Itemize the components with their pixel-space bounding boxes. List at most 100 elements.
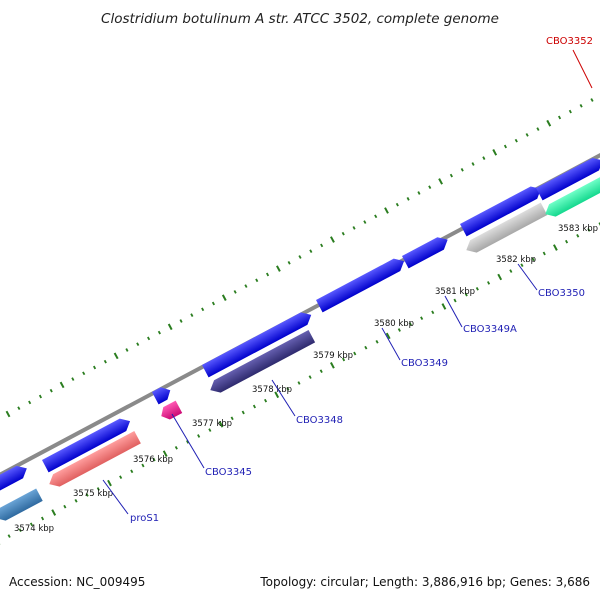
inner-tick-45 xyxy=(497,273,503,281)
feature-cds-5[interactable] xyxy=(316,255,407,313)
feature-magenta[interactable] xyxy=(158,400,183,423)
outer-tick-38 xyxy=(417,191,421,195)
leader-cbo3349a xyxy=(444,295,463,328)
inner-tick-44 xyxy=(487,281,491,285)
inner-tick-19 xyxy=(208,428,212,432)
inner-tick-26 xyxy=(286,387,290,391)
inner-tick-1 xyxy=(7,534,11,538)
inner-tick-3 xyxy=(29,522,33,527)
outer-tick-33 xyxy=(363,220,367,224)
inner-tick-39 xyxy=(431,310,435,315)
outer-tick-39 xyxy=(428,185,432,190)
inner-tick-49 xyxy=(542,251,546,256)
feature-aqua[interactable] xyxy=(542,175,600,220)
outer-tick-3 xyxy=(38,394,42,399)
inner-tick-42 xyxy=(464,292,468,297)
gene-label-cbo3350[interactable]: CBO3350 xyxy=(538,288,585,299)
feature-cds-2[interactable] xyxy=(42,415,133,473)
leader-cbo3349 xyxy=(381,327,401,361)
gene-labels: proS1 CBO3345 CBO3348 CBO3349 CBO3349A C… xyxy=(130,36,593,524)
outer-tick-15 xyxy=(167,323,173,331)
outer-tick-8 xyxy=(93,365,97,370)
inner-tick-46 xyxy=(509,269,513,273)
inner-tick-4 xyxy=(41,516,45,521)
feature-gray-cbo3350[interactable] xyxy=(463,202,548,257)
inner-tick-16 xyxy=(174,445,178,450)
feature-cds-3[interactable] xyxy=(152,384,174,405)
leader-cbo3348 xyxy=(271,379,296,417)
gene-label-cbo3348[interactable]: CBO3348 xyxy=(296,415,343,426)
kbp-label-3580: 3580 kbp xyxy=(374,319,414,329)
gene-label-cbo3349[interactable]: CBO3349 xyxy=(401,358,448,369)
outer-tick-37 xyxy=(406,196,410,201)
outer-tick-14 xyxy=(157,330,161,335)
gene-leaders xyxy=(102,49,593,515)
gene-label-pros1[interactable]: proS1 xyxy=(130,513,159,524)
outer-tick-4 xyxy=(49,388,53,393)
inner-tick-51 xyxy=(565,239,569,244)
inner-tick-13 xyxy=(141,463,145,468)
outer-tick-6 xyxy=(71,377,75,381)
outer-tick-19 xyxy=(211,301,215,306)
inner-tick-18 xyxy=(197,434,201,438)
feature-cds-8[interactable] xyxy=(536,154,600,201)
outer-tick-9 xyxy=(103,359,107,364)
kbp-label-3577: 3577 kbp xyxy=(192,419,232,429)
inner-tick-22 xyxy=(241,410,245,415)
kbp-label-3574: 3574 kbp xyxy=(14,524,54,534)
outer-tick-1 xyxy=(17,406,21,411)
outer-tick-48 xyxy=(525,133,529,137)
feature-salmon-pros1[interactable] xyxy=(46,431,141,490)
inner-tick-25 xyxy=(274,391,280,399)
outer-tick-44 xyxy=(482,156,486,161)
inner-tick-37 xyxy=(408,322,412,326)
inner-tick-ring xyxy=(0,222,600,545)
inner-tick-50 xyxy=(553,244,558,251)
outer-tick-45 xyxy=(492,149,498,156)
feature-track xyxy=(0,154,600,525)
feature-steelblue[interactable] xyxy=(0,488,43,525)
outer-tick-42 xyxy=(460,167,464,172)
inner-tick-20 xyxy=(218,420,224,428)
outer-tick-47 xyxy=(514,138,518,143)
inner-tick-21 xyxy=(230,416,234,421)
feature-cds-1[interactable] xyxy=(0,462,30,493)
inner-tick-8 xyxy=(85,493,89,497)
inner-tick-28 xyxy=(308,375,312,379)
outer-tick-11 xyxy=(125,348,129,352)
inner-tick-48 xyxy=(531,257,535,262)
inner-tick-53 xyxy=(587,228,591,232)
feature-cds-6[interactable] xyxy=(402,233,451,269)
inner-tick-11 xyxy=(119,475,123,480)
outer-tick-40 xyxy=(438,178,443,185)
map-title: Clostridium botulinum A str. ATCC 3502, … xyxy=(101,11,499,27)
outer-tick-7 xyxy=(82,371,86,376)
outer-tick-ring xyxy=(5,98,594,418)
inner-tick-36 xyxy=(397,328,401,332)
feature-cds-7[interactable] xyxy=(460,183,544,237)
gene-label-cbo3352[interactable]: CBO3352 xyxy=(546,36,593,47)
inner-tick-30 xyxy=(330,362,335,369)
kbp-label-3575: 3575 kbp xyxy=(73,489,113,499)
feature-purple-cbo3348[interactable] xyxy=(207,330,316,396)
feature-cds-4[interactable] xyxy=(202,309,315,378)
inner-tick-41 xyxy=(453,298,457,303)
outer-tick-29 xyxy=(320,243,324,248)
outer-tick-13 xyxy=(147,336,151,341)
outer-tick-5 xyxy=(59,381,65,389)
inner-tick-32 xyxy=(353,351,357,356)
inner-tick-31 xyxy=(342,357,346,362)
outer-tick-21 xyxy=(233,290,237,294)
inner-tick-10 xyxy=(107,479,112,487)
inner-tick-24 xyxy=(264,398,268,403)
outer-tick-36 xyxy=(395,202,399,207)
outer-tick-17 xyxy=(190,313,194,318)
outer-tick-53 xyxy=(579,103,583,108)
gene-label-cbo3345[interactable]: CBO3345 xyxy=(205,467,252,478)
kbp-labels: 3574 kbp 3575 kbp 3576 kbp 3577 kbp 3578… xyxy=(14,224,598,534)
inner-tick-12 xyxy=(130,469,134,474)
gene-label-cbo3349a[interactable]: CBO3349A xyxy=(463,324,517,335)
outer-tick-51 xyxy=(558,115,562,120)
outer-tick-0 xyxy=(5,410,11,418)
